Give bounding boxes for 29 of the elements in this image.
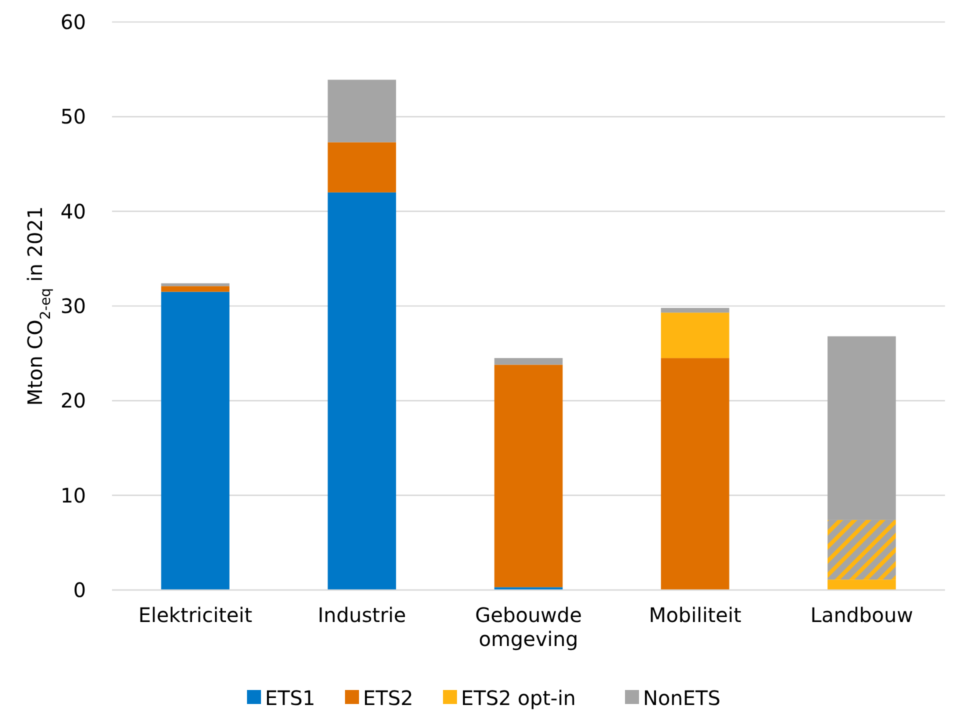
bar: [828, 580, 896, 590]
x-tick-label: Landbouw: [810, 603, 914, 627]
bar: [828, 520, 896, 580]
bar: [328, 192, 396, 590]
bar: [828, 336, 896, 520]
bar: [161, 292, 230, 590]
legend-label: ETS2: [363, 686, 414, 710]
bar: [660, 308, 730, 313]
y-tick-label: 20: [60, 388, 86, 413]
bar: [328, 142, 396, 192]
bar: [660, 358, 730, 590]
bar: [494, 358, 563, 365]
bar: [660, 312, 730, 358]
legend-label: NonETS: [643, 686, 720, 710]
bar: [328, 80, 396, 142]
y-tick-label: 40: [60, 199, 86, 224]
x-tick-label: Mobiliteit: [648, 603, 742, 627]
y-tick-label: 0: [73, 578, 86, 602]
x-tick-label: Industrie: [318, 603, 406, 627]
legend-label: ETS1: [265, 686, 316, 710]
bar: [161, 286, 230, 292]
y-tick-label: 30: [60, 294, 86, 318]
x-tick-label: Elektriciteit: [138, 603, 252, 627]
bar: [494, 364, 563, 588]
legend-label: ETS2 opt-in: [461, 686, 576, 710]
y-tick-label: 10: [60, 483, 86, 508]
x-tick-label: Gebouwde omgeving: [475, 603, 582, 651]
y-tick-label: 60: [60, 10, 86, 34]
y-tick-label: 50: [60, 104, 86, 129]
